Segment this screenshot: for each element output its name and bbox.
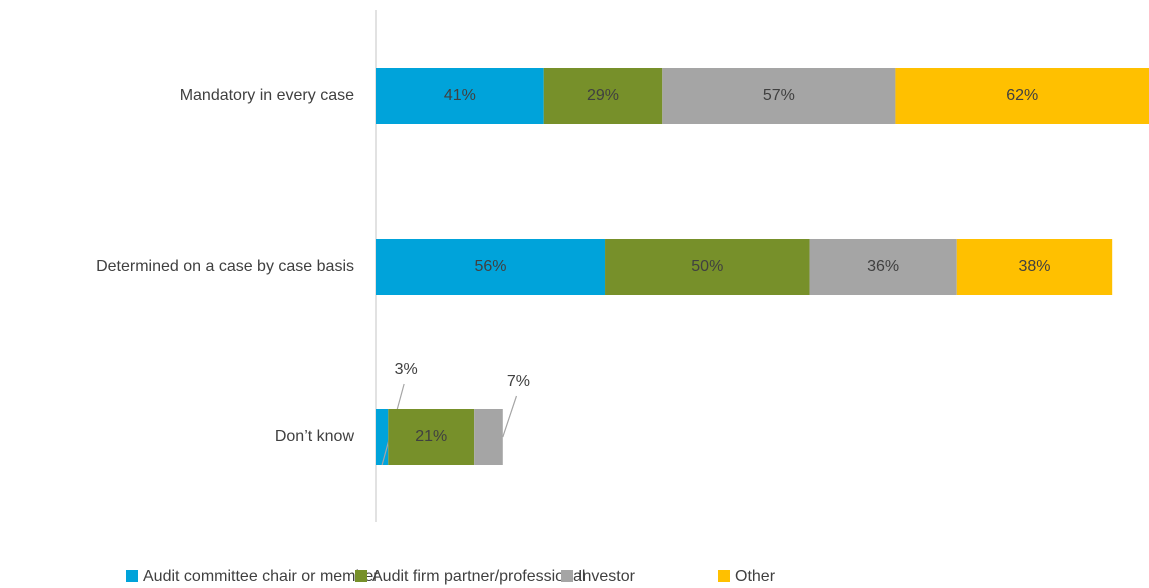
bar-segment (809, 239, 957, 295)
bar-segment (662, 68, 896, 124)
legend-swatch (126, 570, 138, 582)
category-label: Don’t know (275, 428, 355, 445)
data-label: 7% (507, 373, 530, 390)
category-label: Mandatory in every case (180, 87, 354, 104)
data-label: 38% (1018, 258, 1050, 275)
data-label: 36% (867, 258, 899, 275)
data-label: 21% (415, 428, 447, 445)
data-label: 29% (587, 87, 619, 104)
bar-segment (543, 68, 663, 124)
bar-segment (376, 68, 544, 124)
data-label: 3% (395, 361, 418, 378)
legend-swatch (561, 570, 573, 582)
legend-label: Other (735, 568, 776, 585)
legend-label: Investor (578, 568, 636, 585)
bar-segment (376, 409, 389, 465)
bar-segment (388, 409, 475, 465)
bar-segment (956, 239, 1113, 295)
bar-segment (895, 68, 1149, 124)
data-label: 57% (763, 87, 795, 104)
legend-label: Audit committee chair or member (143, 568, 379, 585)
category-label: Determined on a case by case basis (96, 258, 354, 275)
bar-segment (474, 409, 503, 465)
data-label: 41% (444, 87, 476, 104)
legend-swatch (718, 570, 730, 582)
leader-line (502, 395, 518, 438)
data-label: 50% (691, 258, 723, 275)
bar-segment (376, 239, 606, 295)
legend-label: Audit firm partner/professional (372, 568, 585, 585)
data-label: 62% (1006, 87, 1038, 104)
data-label: 56% (475, 258, 507, 275)
bar-segment (605, 239, 810, 295)
legend-swatch (355, 570, 367, 582)
